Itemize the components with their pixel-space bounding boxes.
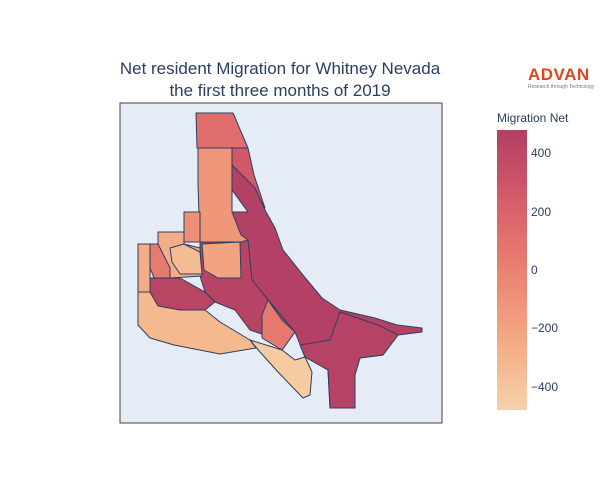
- region-west-lower[interactable]: [137, 243, 151, 293]
- colorbar-tick: −200: [531, 321, 559, 336]
- colorbar-tick: −400: [531, 379, 559, 394]
- advan-logo: ADVAN Research through Technology: [528, 66, 598, 90]
- colorbar-tick: 200: [531, 204, 552, 219]
- region-west-mid-b[interactable]: [169, 243, 203, 275]
- colorbar: [497, 130, 527, 410]
- regions: [137, 112, 423, 409]
- colorbar-tick: 0: [531, 263, 538, 277]
- colorbar-tick: 400: [531, 146, 552, 161]
- map-title: Net resident Migration for Whitney Nevad…: [60, 58, 500, 102]
- logo-name: ADVAN: [528, 65, 590, 84]
- region-south-diagonal[interactable]: [249, 339, 313, 399]
- map-title-line-1: Net resident Migration for Whitney Nevad…: [119, 59, 441, 78]
- colorbar-title: Migration Net: [497, 111, 569, 125]
- region-west-mid-c[interactable]: [201, 241, 242, 279]
- region-central-west-block[interactable]: [183, 211, 201, 243]
- region-south-east-small[interactable]: [261, 299, 296, 351]
- map-title-line-2: the first three months of 2019: [169, 81, 391, 100]
- region-south-east[interactable]: [299, 311, 399, 409]
- logo-tagline: Research through Technology: [528, 84, 595, 90]
